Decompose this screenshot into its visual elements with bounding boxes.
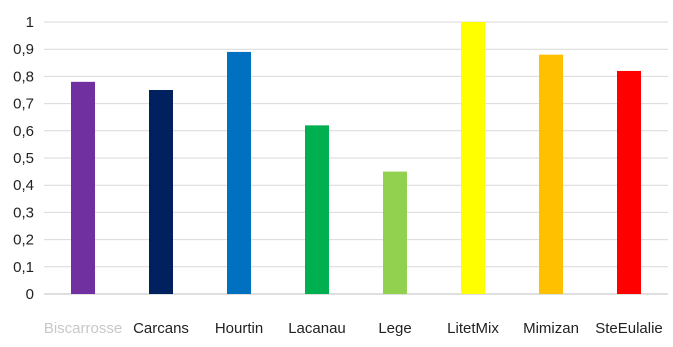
bar-steeulalie [617, 70, 641, 295]
y-tick-label: 0,2 [13, 232, 34, 249]
x-tick-label: SteEulalie [595, 320, 663, 337]
x-tick-label: Mimizan [523, 320, 579, 337]
bars [71, 22, 641, 295]
bar-lacanau [305, 125, 329, 294]
y-tick-label: 0,8 [13, 68, 34, 85]
y-tick-label: 0,9 [13, 41, 34, 58]
y-tick-label: 1 [26, 14, 34, 31]
bar-hourtin [227, 51, 251, 294]
x-tick-label: Carcans [133, 320, 189, 337]
bar-mimizan [539, 54, 563, 294]
y-tick-label: 0,1 [13, 259, 34, 276]
bar-carcans [149, 90, 173, 294]
x-tick-label: LitetMix [447, 320, 499, 337]
x-tick-label: Lacanau [288, 320, 346, 337]
x-tick-label: Hourtin [215, 320, 263, 337]
y-tick-label: 0,6 [13, 123, 34, 140]
y-tick-label: 0,3 [13, 204, 34, 221]
y-tick-label: 0 [26, 286, 34, 303]
x-axis-labels: Biscarrosse Carcans Hourtin Lacanau Lege Lite… [44, 320, 663, 337]
x-tick-label: Lege [378, 320, 411, 337]
x-tick-label: Biscarrosse [44, 320, 122, 337]
bar-litetmix [461, 22, 485, 294]
y-tick-label: 0,5 [13, 150, 34, 167]
gridlines [44, 21, 668, 295]
bar-biscarrosse [71, 81, 95, 294]
bar-lege [383, 171, 407, 294]
y-tick-label: 0,7 [13, 96, 34, 113]
y-tick-label: 0,4 [13, 177, 34, 194]
y-axis-ticks: 0 0,1 0,2 0,3 0,4 0,5 0,6 0,7 0,8 0,9 1 [13, 14, 34, 303]
